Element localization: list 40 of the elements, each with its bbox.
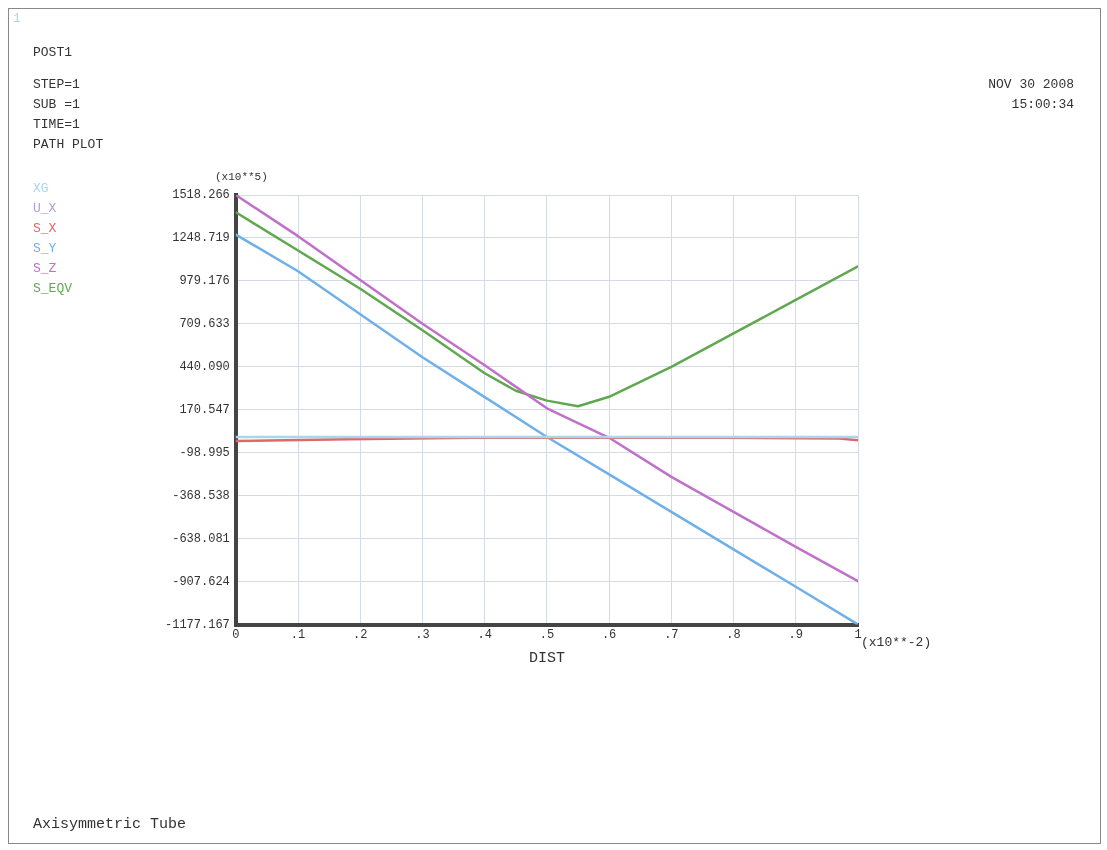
text: S_Z	[33, 260, 58, 278]
text: (x10**-2)	[861, 635, 932, 650]
text: TIME=1	[33, 117, 80, 132]
x-tick-label: .2	[353, 627, 368, 642]
text: S_X	[33, 220, 58, 238]
y-tick-label: 170.547	[179, 402, 230, 417]
x-tick-label: .4	[477, 627, 492, 642]
text: NOV 30 2008	[988, 77, 1074, 92]
x-tick-label: .5	[539, 627, 555, 642]
text: 15:00:34	[1011, 97, 1074, 112]
x-tick-label: .7	[664, 627, 679, 642]
legend-label: U_X	[33, 200, 58, 218]
x-tick-label: .1	[290, 627, 306, 642]
text: Axisymmetric Tube	[33, 816, 187, 833]
text: STEP=1	[33, 77, 80, 92]
text: 1	[13, 11, 21, 26]
text: S_Y	[33, 240, 58, 258]
text: XG	[33, 180, 50, 198]
x-tick-label: .3	[415, 627, 430, 642]
y-tick-label: 979.176	[179, 274, 230, 289]
text: PATH PLOT	[33, 137, 104, 152]
text: SUB =1	[33, 97, 80, 112]
y-tick-label: 709.633	[179, 317, 230, 332]
y-tick-label: -1177.167	[165, 617, 230, 632]
x-axis-title: DIST	[528, 649, 565, 667]
y-axis-title: (x10**5)	[215, 171, 268, 183]
x-tick-label: 1	[854, 627, 862, 642]
x-tick-label: .6	[601, 627, 617, 642]
y-tick-label: 1248.719	[172, 231, 230, 246]
y-tick-label: -368.538	[172, 488, 230, 503]
y-tick-label: -907.624	[172, 574, 230, 589]
y-tick-label: 440.090	[179, 360, 230, 375]
x-tick-label: 0	[232, 627, 240, 642]
text: POST1	[33, 45, 73, 60]
y-tick-label: -638.081	[172, 531, 230, 546]
x-tick-label: .9	[788, 627, 803, 642]
text: S_EQV	[33, 280, 73, 298]
y-tick-label: -98.995	[179, 445, 230, 460]
y-tick-label: 1518.266	[172, 188, 230, 203]
x-tick-label: .8	[726, 627, 741, 642]
